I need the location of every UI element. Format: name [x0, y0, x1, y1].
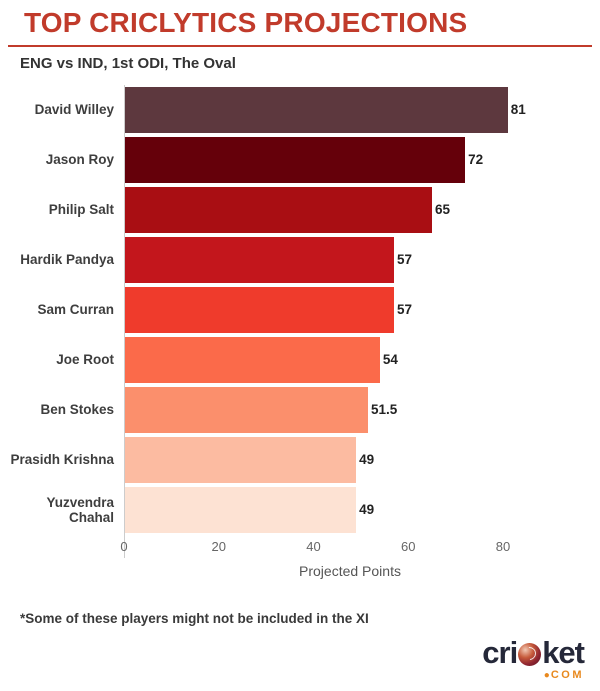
match-subtitle: ENG vs IND, 1st ODI, The Oval: [20, 54, 236, 72]
x-tick-label: 60: [401, 538, 416, 554]
bar-row: Joe Root 54: [0, 335, 600, 385]
player-name-label: Yuzvendra Chahal: [46, 494, 114, 525]
player-name-label: Ben Stokes: [40, 402, 114, 418]
header: TOP CRICLYTICS PROJECTIONS: [0, 0, 600, 40]
bar: [124, 86, 508, 133]
bar: [124, 136, 466, 183]
bar-row: Sam Curran 57: [0, 285, 600, 335]
bar-row: Hardik Pandya 57: [0, 235, 600, 285]
bar-value-label: 57: [397, 302, 413, 318]
bar-row: Philip Salt 65: [0, 185, 600, 235]
bar-row: Yuzvendra Chahal 49: [0, 485, 600, 535]
x-tick-label: 0: [120, 538, 128, 554]
bar-row: Prasidh Krishna 49: [0, 435, 600, 485]
x-tick-label: 40: [306, 538, 321, 554]
bar-value-label: 49: [359, 502, 375, 518]
bar-value-label: 65: [434, 202, 450, 218]
title-divider-line: [8, 44, 592, 47]
bar-row: David Willey 81: [0, 85, 600, 135]
logo-text-suffix: ket: [542, 635, 585, 670]
player-name-label: Philip Salt: [48, 202, 114, 218]
x-tick-label: 20: [211, 538, 226, 554]
bar: [124, 186, 432, 233]
x-axis-label: Projected Points: [299, 562, 401, 579]
bar-value-label: 54: [382, 352, 398, 368]
logo-wordmark: cri ket: [482, 635, 585, 670]
logo-dot-icon: ●: [543, 670, 551, 681]
bar: [124, 486, 357, 533]
x-tick-label: 80: [495, 538, 511, 554]
bar: [124, 336, 380, 383]
bar: [124, 236, 395, 283]
player-name-label: Sam Curran: [37, 302, 114, 318]
bar-value-label: 51.5: [370, 402, 398, 418]
logo-tld: ●COM: [482, 669, 584, 681]
player-name-label: Joe Root: [56, 352, 114, 368]
bar: [124, 286, 395, 333]
y-axis-line: [124, 84, 125, 558]
player-name-label: Prasidh Krishna: [10, 452, 114, 468]
bar: [124, 386, 368, 433]
bar-chart: David Willey 81 Jason Roy 72 Philip Salt 65 Ha…: [0, 84, 600, 579]
bar-value-label: 49: [359, 452, 375, 468]
player-name-label: Jason Roy: [45, 152, 114, 168]
bar-value-label: 72: [468, 152, 484, 168]
footnote: *Some of these players might not be incl…: [20, 611, 369, 626]
player-name-label: David Willey: [34, 102, 114, 118]
player-name-label: Hardik Pandya: [20, 252, 114, 268]
bar-value-label: 57: [397, 252, 413, 268]
bar-value-label: 81: [510, 102, 526, 118]
logo-text-prefix: cri: [482, 635, 518, 670]
bar-row: Ben Stokes 51.5: [0, 385, 600, 435]
bar-row: Jason Roy 72: [0, 135, 600, 185]
bar: [124, 436, 357, 483]
x-axis-ticks: 0 20 40 60 80: [0, 539, 600, 561]
cricket-com-logo: cri ket ●COM: [482, 635, 585, 681]
bar-rows: David Willey 81 Jason Roy 72 Philip Salt 65 Ha…: [0, 85, 600, 535]
logo-tld-text: COM: [550, 669, 584, 681]
page-title: TOP CRICLYTICS PROJECTIONS: [24, 7, 468, 38]
cricket-ball-icon: [518, 643, 542, 666]
